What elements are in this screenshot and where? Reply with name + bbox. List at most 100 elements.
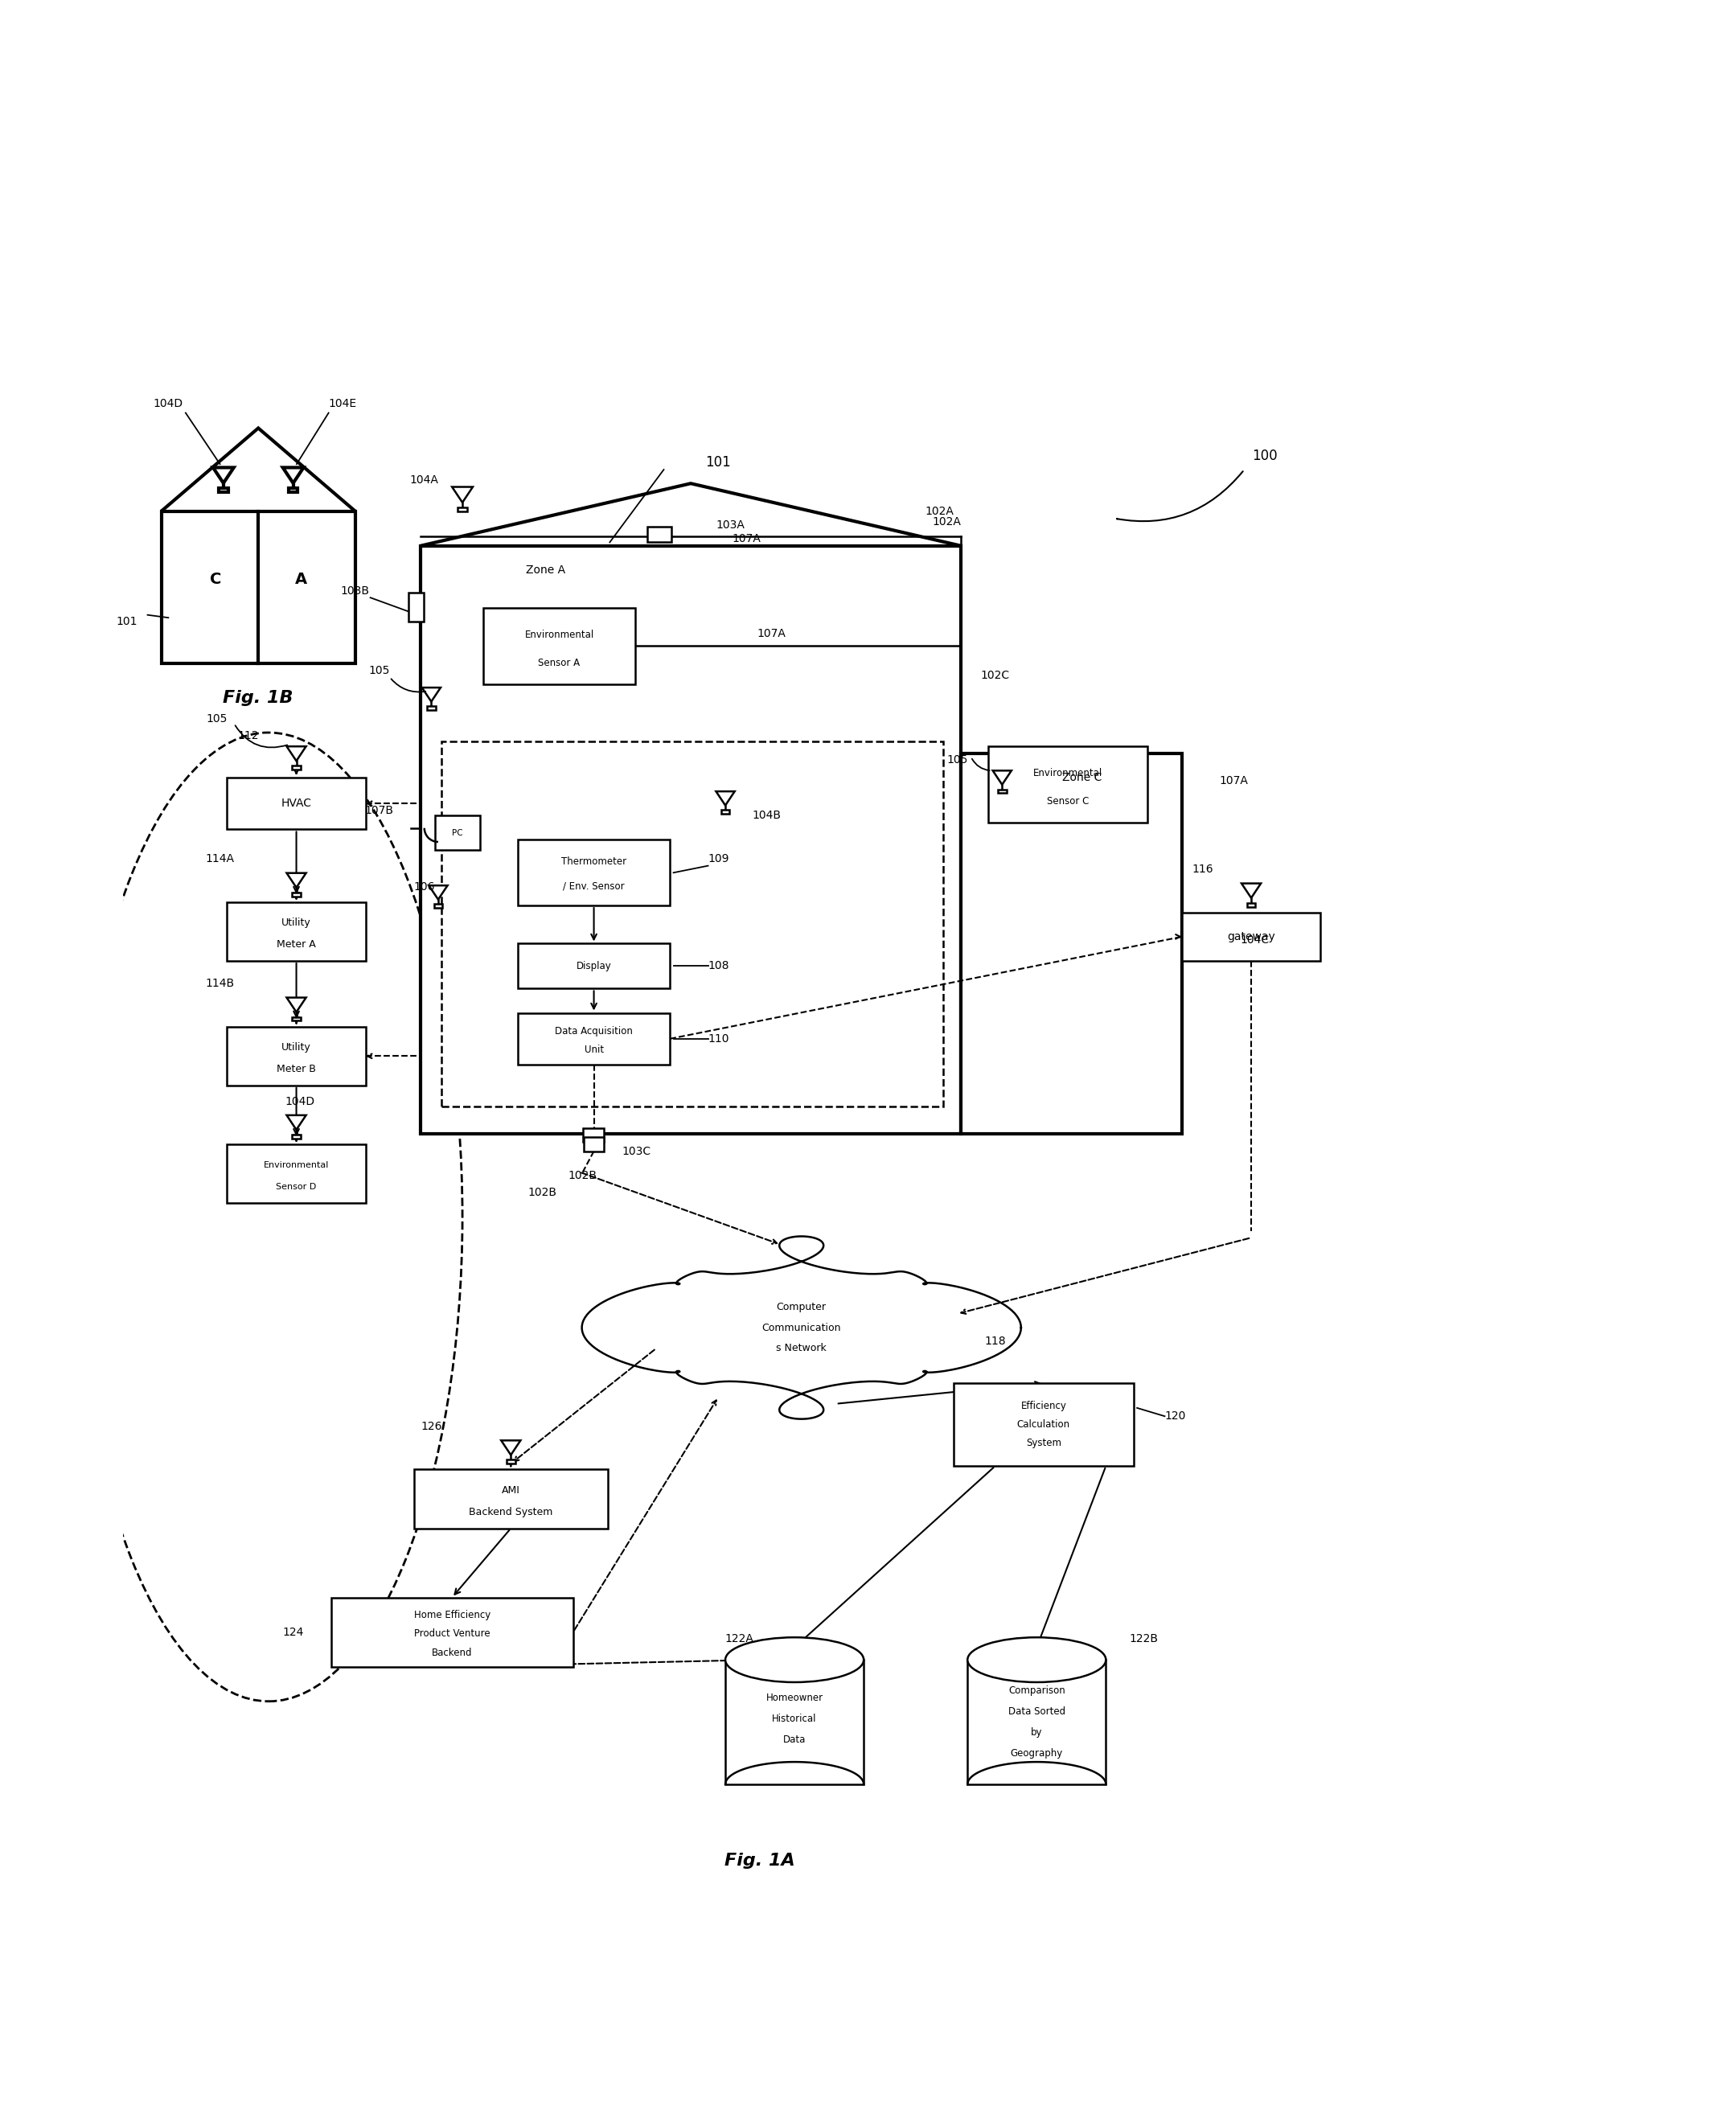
Text: 107A: 107A (731, 533, 760, 545)
Text: Environmental: Environmental (264, 1160, 330, 1169)
Text: Historical: Historical (773, 1714, 818, 1725)
Bar (483, 609, 635, 684)
Polygon shape (286, 1116, 306, 1129)
Bar (227, 777, 366, 830)
Text: 104C: 104C (1240, 935, 1269, 946)
Bar (967, 1660, 1106, 1784)
Bar (227, 1026, 366, 1085)
Bar (458, 508, 467, 512)
Polygon shape (286, 874, 306, 887)
Bar (1182, 912, 1321, 960)
Bar (434, 903, 443, 908)
Text: Homeowner: Homeowner (766, 1693, 823, 1704)
Text: 109: 109 (708, 853, 729, 863)
Bar (988, 746, 1147, 823)
Text: Comparison: Comparison (1009, 1685, 1066, 1695)
Bar (227, 901, 366, 960)
Text: by: by (1031, 1727, 1043, 1737)
Text: Display: Display (576, 960, 611, 971)
Text: 118: 118 (984, 1335, 1005, 1348)
Text: Fig. 1B: Fig. 1B (224, 691, 293, 706)
Polygon shape (214, 468, 234, 482)
Polygon shape (283, 468, 304, 482)
Text: Zone A: Zone A (526, 564, 566, 575)
Text: 100: 100 (1252, 449, 1278, 463)
Text: 102B: 102B (568, 1169, 597, 1181)
Text: Geography: Geography (1010, 1748, 1062, 1759)
Bar (583, 1137, 604, 1152)
Text: 102A: 102A (925, 505, 955, 516)
Text: 126: 126 (420, 1422, 443, 1432)
Text: Zone C: Zone C (1062, 773, 1102, 783)
Text: Data Sorted: Data Sorted (1009, 1706, 1066, 1716)
Text: 104B: 104B (752, 811, 781, 821)
Text: 107A: 107A (1219, 775, 1248, 788)
Text: 104A: 104A (410, 474, 439, 486)
Text: 101: 101 (705, 455, 731, 470)
Polygon shape (715, 792, 734, 804)
Text: 105: 105 (207, 714, 227, 724)
Text: PC: PC (451, 830, 464, 836)
Text: Sensor D: Sensor D (276, 1184, 316, 1190)
Polygon shape (582, 1236, 1021, 1419)
Text: 107A: 107A (757, 628, 786, 640)
Text: Sensor C: Sensor C (1047, 796, 1088, 807)
Text: Unit: Unit (585, 1045, 604, 1055)
Text: 102A: 102A (932, 516, 962, 526)
Polygon shape (1207, 922, 1226, 937)
Text: 102B: 102B (528, 1188, 557, 1198)
Bar (583, 1129, 604, 1141)
Bar (332, 1598, 573, 1666)
Bar (161, 512, 356, 663)
Bar (517, 1013, 670, 1066)
Text: Utility: Utility (281, 1042, 311, 1053)
Text: 104D: 104D (153, 398, 184, 409)
Polygon shape (422, 687, 441, 701)
Text: 108: 108 (708, 960, 729, 971)
Text: 101: 101 (116, 617, 137, 628)
Text: Environmental: Environmental (1033, 769, 1102, 779)
Bar (720, 811, 729, 813)
Text: 103A: 103A (717, 520, 745, 531)
Text: s Network: s Network (776, 1344, 826, 1354)
Text: 103C: 103C (621, 1146, 651, 1156)
Text: 122A: 122A (724, 1634, 753, 1645)
FancyArrowPatch shape (1116, 472, 1243, 520)
Bar (507, 1459, 516, 1464)
Bar (408, 592, 424, 621)
Bar (434, 815, 479, 851)
Bar (292, 767, 300, 769)
Bar (517, 943, 670, 988)
Bar (413, 1470, 608, 1529)
Text: 112: 112 (238, 731, 259, 741)
Text: Efficiency: Efficiency (1021, 1400, 1066, 1411)
Text: gateway: gateway (1227, 931, 1276, 941)
Polygon shape (286, 998, 306, 1013)
Text: Backend System: Backend System (469, 1506, 552, 1516)
Bar (227, 1144, 366, 1203)
Text: Home Efficiency: Home Efficiency (413, 1609, 490, 1620)
Text: 120: 120 (1165, 1411, 1186, 1422)
Text: / Env. Sensor: / Env. Sensor (562, 880, 625, 891)
Text: 114A: 114A (207, 853, 234, 866)
Text: AMI: AMI (502, 1485, 521, 1495)
Bar (219, 489, 227, 493)
Bar (960, 754, 1182, 1133)
Text: 105: 105 (946, 754, 967, 767)
Text: 114B: 114B (205, 977, 234, 990)
Text: Sensor A: Sensor A (538, 657, 580, 668)
Text: Backend: Backend (432, 1647, 472, 1657)
Text: 104D: 104D (285, 1095, 314, 1108)
Bar (998, 790, 1007, 794)
Polygon shape (286, 746, 306, 760)
Text: 105: 105 (368, 665, 391, 676)
Text: 104E: 104E (328, 398, 356, 409)
Text: Fig. 1A: Fig. 1A (724, 1853, 795, 1868)
Text: 110: 110 (708, 1034, 729, 1045)
Text: 106: 106 (413, 880, 436, 893)
Polygon shape (502, 1441, 521, 1455)
Text: System: System (1026, 1438, 1061, 1449)
FancyArrowPatch shape (236, 724, 286, 748)
Bar (953, 1384, 1134, 1466)
Text: Environmental: Environmental (524, 630, 594, 640)
